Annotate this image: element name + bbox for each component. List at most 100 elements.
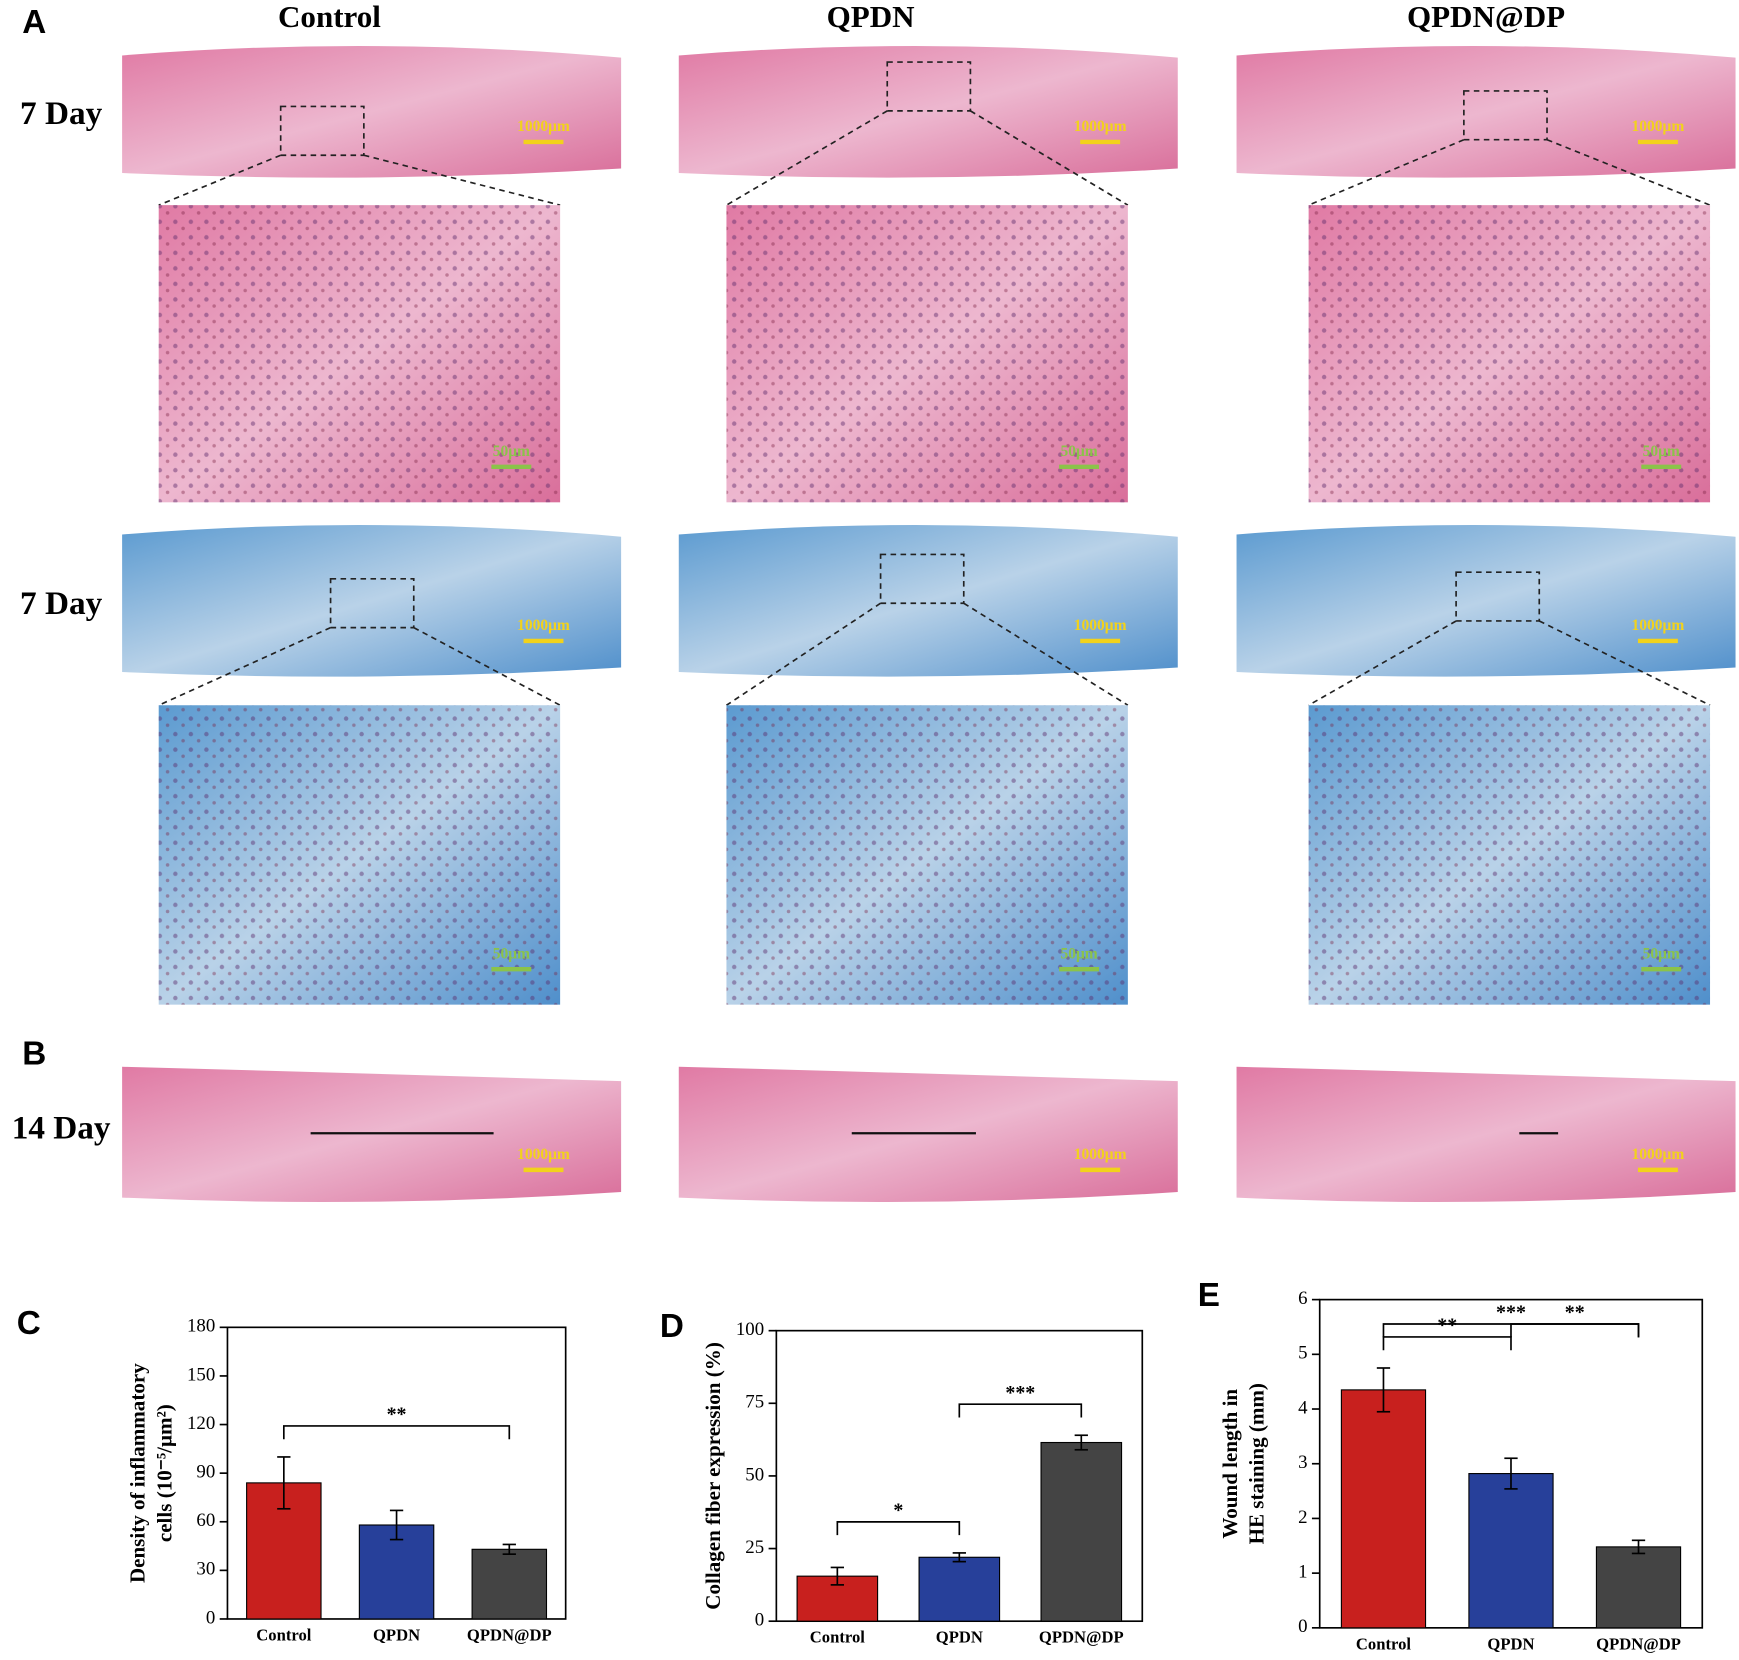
bar bbox=[1468, 1473, 1554, 1629]
x-tick-label: QPDN bbox=[1487, 1634, 1534, 1653]
bar bbox=[358, 1524, 435, 1620]
y-tick-label: 100 bbox=[736, 1319, 764, 1340]
zoom-line bbox=[1308, 620, 1457, 706]
column-header: QPDN bbox=[827, 0, 915, 34]
scale-bar-label: 50μm bbox=[1643, 945, 1680, 962]
error-bar bbox=[1074, 1434, 1088, 1451]
row-label: 14 Day bbox=[12, 1110, 111, 1147]
y-tick-label: 0 bbox=[1298, 1616, 1307, 1637]
bar bbox=[1040, 1441, 1123, 1622]
histology-texture bbox=[1308, 705, 1711, 1005]
histology-texture bbox=[726, 205, 1128, 503]
scale-bar-label: 50μm bbox=[493, 945, 530, 962]
y-axis-label: HE staining (mm) bbox=[1245, 1383, 1269, 1544]
x-tick-label: QPDN bbox=[936, 1628, 983, 1647]
y-tick-label: 25 bbox=[745, 1537, 764, 1558]
significance-label: ** bbox=[387, 1404, 407, 1426]
panel-label: D bbox=[660, 1308, 684, 1345]
y-tick-label: 4 bbox=[1298, 1397, 1308, 1418]
bar bbox=[471, 1548, 548, 1620]
error-bar bbox=[830, 1566, 844, 1586]
y-tick-label: 50 bbox=[745, 1464, 764, 1485]
scale-bar-label: 1000μm bbox=[517, 617, 570, 634]
y-tick-label: 0 bbox=[755, 1610, 764, 1631]
scale-bar-label: 1000μm bbox=[1632, 617, 1685, 634]
x-tick-label: Control bbox=[810, 1628, 865, 1647]
scale-bar-label: 1000μm bbox=[1632, 1146, 1685, 1163]
zoom-line bbox=[158, 626, 331, 707]
bar bbox=[918, 1556, 1001, 1622]
y-tick-label: 2 bbox=[1298, 1507, 1307, 1528]
histology-overview bbox=[678, 45, 1178, 178]
zoom-line bbox=[963, 602, 1129, 706]
significance-label: ** bbox=[1437, 1315, 1457, 1337]
scale-bar-label: 50μm bbox=[493, 443, 530, 460]
zoom-box bbox=[886, 61, 972, 112]
zoom-line bbox=[1538, 620, 1711, 706]
histology-overview bbox=[1236, 1066, 1736, 1203]
histology-texture bbox=[158, 705, 561, 1005]
scale-bar-label: 50μm bbox=[1060, 945, 1097, 962]
bar bbox=[1340, 1389, 1427, 1629]
zoom-line bbox=[158, 154, 281, 206]
scale-bar-label: 50μm bbox=[1643, 443, 1680, 460]
histology-overview bbox=[122, 45, 622, 178]
error-bar bbox=[1631, 1539, 1646, 1555]
significance-bracket bbox=[836, 1521, 961, 1536]
histology-overview bbox=[678, 525, 1178, 677]
y-axis-label: cells (10⁻⁵/μm²) bbox=[152, 1404, 176, 1542]
scale-bar-label: 1000μm bbox=[1074, 118, 1127, 135]
scale-bar-label: 1000μm bbox=[1632, 118, 1685, 135]
x-tick-label: QPDN@DP bbox=[467, 1626, 552, 1645]
scale-bar-label: 1000μm bbox=[1074, 1146, 1127, 1163]
y-tick-label: 1 bbox=[1298, 1561, 1307, 1582]
y-axis-label: Wound length in bbox=[1218, 1389, 1242, 1539]
zoom-box bbox=[279, 105, 365, 157]
significance-label: *** bbox=[1496, 1302, 1526, 1324]
x-tick-label: Control bbox=[1356, 1634, 1411, 1653]
row-label: 7 Day bbox=[20, 585, 103, 622]
column-header: Control bbox=[278, 0, 381, 34]
zoom-line bbox=[413, 626, 561, 706]
error-bar bbox=[1504, 1457, 1518, 1490]
panel-label: A bbox=[22, 4, 46, 41]
column-header: QPDN@DP bbox=[1407, 0, 1565, 34]
bar bbox=[1595, 1546, 1682, 1629]
error-bar bbox=[1376, 1367, 1391, 1413]
zoom-line bbox=[969, 110, 1129, 206]
zoom-line bbox=[726, 110, 888, 206]
y-tick-label: 150 bbox=[187, 1364, 215, 1385]
histology-texture bbox=[726, 705, 1128, 1005]
row-label: 7 Day bbox=[20, 95, 103, 132]
significance-label: * bbox=[893, 1499, 903, 1521]
y-tick-label: 5 bbox=[1298, 1343, 1307, 1364]
y-tick-label: 6 bbox=[1298, 1288, 1307, 1309]
significance-bracket bbox=[1382, 1336, 1512, 1351]
y-tick-label: 30 bbox=[196, 1559, 215, 1580]
y-tick-label: 75 bbox=[745, 1392, 764, 1413]
error-bar bbox=[389, 1509, 404, 1541]
zoom-line bbox=[363, 154, 561, 206]
y-tick-label: 180 bbox=[187, 1316, 215, 1337]
y-tick-label: 3 bbox=[1298, 1452, 1307, 1473]
zoom-box bbox=[329, 578, 415, 629]
scale-bar-label: 1000μm bbox=[1074, 617, 1127, 634]
x-tick-label: QPDN bbox=[373, 1626, 420, 1645]
zoom-line bbox=[725, 602, 882, 706]
y-tick-label: 90 bbox=[196, 1461, 215, 1482]
scale-bar-label: 50μm bbox=[1060, 443, 1097, 460]
error-bar bbox=[277, 1456, 291, 1510]
y-tick-label: 120 bbox=[187, 1413, 215, 1434]
zoom-box bbox=[1455, 571, 1541, 622]
zoom-box bbox=[1463, 90, 1548, 141]
scale-bar-label: 1000μm bbox=[517, 118, 570, 135]
scale-bar-label: 1000μm bbox=[517, 1146, 570, 1163]
y-axis-label: Density of inflammatory bbox=[126, 1363, 150, 1583]
significance-bracket bbox=[958, 1403, 1083, 1418]
y-tick-label: 0 bbox=[206, 1607, 215, 1628]
y-tick-label: 60 bbox=[196, 1510, 215, 1531]
x-tick-label: QPDN@DP bbox=[1596, 1634, 1681, 1653]
zoom-line bbox=[1308, 138, 1465, 206]
histology-overview bbox=[1236, 525, 1736, 677]
